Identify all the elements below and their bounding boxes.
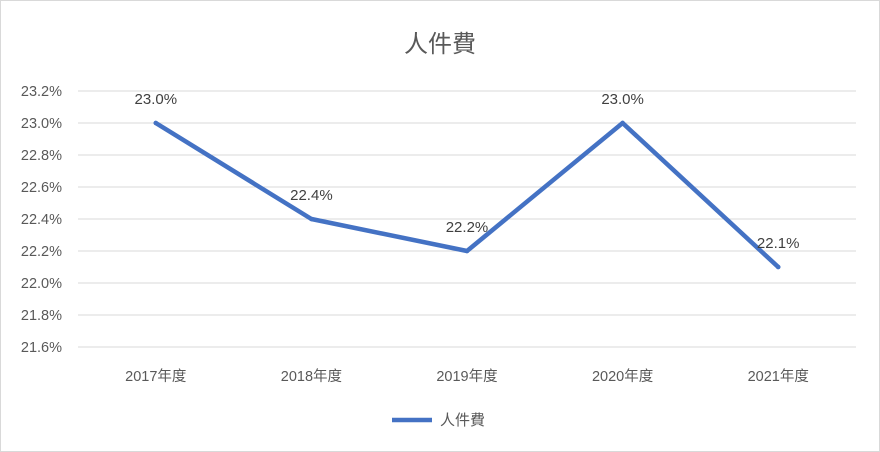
data-point (153, 120, 159, 126)
y-axis-ticks: 21.6% 21.8% 22.0% 22.2% 22.4% 22.6% 22.8% 23.0%… (21, 84, 62, 356)
data-label: 22.1% (757, 235, 800, 252)
chart-title: 人件費 (404, 30, 476, 58)
x-tick-label: 2020年度 (592, 368, 653, 385)
data-label: 22.2% (446, 219, 489, 236)
y-tick-label: 22.2% (21, 244, 62, 260)
legend-label: 人件費 (440, 411, 485, 429)
series-line (153, 120, 781, 270)
y-tick-label: 21.8% (21, 308, 62, 324)
gridlines (78, 90, 856, 348)
y-tick-label: 23.0% (21, 116, 62, 132)
y-tick-label: 22.6% (21, 180, 62, 196)
data-point (775, 264, 781, 270)
data-point (620, 120, 625, 126)
x-tick-label: 2019年度 (436, 368, 497, 385)
y-tick-label: 23.2% (21, 84, 62, 100)
x-axis-ticks: 2017年度 2018年度 2019年度 2020年度 2021年度 (125, 368, 809, 385)
data-point (309, 216, 314, 222)
y-tick-label: 22.8% (21, 148, 62, 164)
x-tick-label: 2021年度 (748, 368, 809, 385)
y-tick-label: 22.4% (21, 212, 62, 228)
data-point (464, 248, 470, 254)
data-label: 22.4% (290, 187, 333, 204)
x-tick-label: 2018年度 (281, 368, 342, 385)
y-tick-label: 21.6% (21, 340, 62, 356)
legend: 人件費 (392, 411, 485, 429)
data-label: 23.0% (601, 91, 644, 108)
data-labels: 23.0% 22.4% 22.2% 23.0% 22.1% (135, 91, 800, 252)
series-group (153, 120, 781, 270)
y-tick-label: 22.0% (21, 276, 62, 292)
x-tick-label: 2017年度 (125, 368, 186, 385)
data-label: 23.0% (135, 91, 178, 108)
